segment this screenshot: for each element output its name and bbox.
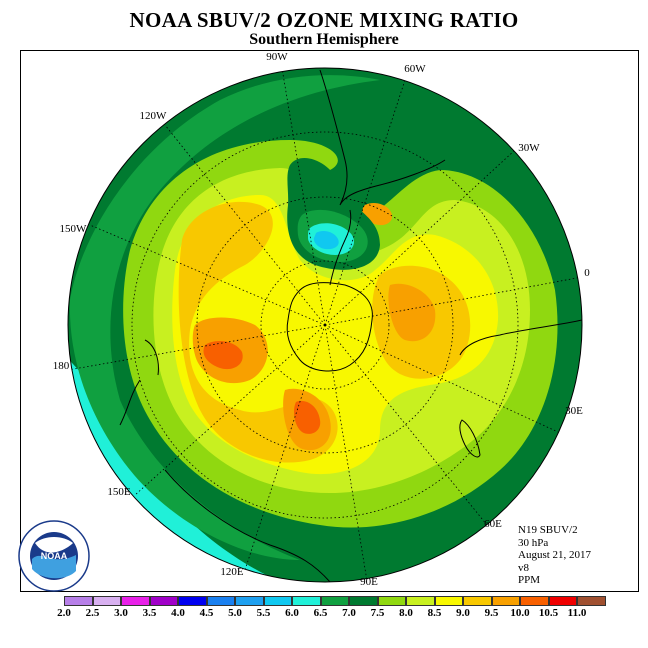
- label-120e: 120E: [220, 566, 244, 578]
- colorbar-tick-label: 9.5: [484, 607, 499, 619]
- colorbar-tick-label: 6.0: [285, 607, 299, 619]
- colorbar-swatch: [491, 596, 520, 606]
- colorbar-tick-label: 7.5: [370, 607, 385, 619]
- ozone-contours: [68, 68, 582, 582]
- colorbar-tick-label: 9.0: [456, 607, 470, 619]
- colorbar-swatch: [349, 596, 378, 606]
- contour-5-5-vortex: [313, 231, 339, 250]
- colorbar-swatch: [406, 596, 435, 606]
- label-150e: 150E: [107, 486, 131, 498]
- units-label: PPM: [518, 574, 541, 586]
- colorbar-swatch: [577, 596, 606, 606]
- map-boundary: [67, 67, 583, 583]
- label-120w: 120W: [139, 110, 167, 122]
- contour-10-0-b: [294, 400, 321, 434]
- latitude-gridlines: [131, 131, 519, 519]
- colorbar-swatch: [434, 596, 463, 606]
- contour-9-0-left: [178, 201, 338, 463]
- contour-9-5-right: [388, 283, 436, 342]
- label-90w: 90W: [266, 51, 288, 63]
- map-title: NOAA SBUV/2 OZONE MIXING RATIO: [129, 8, 519, 32]
- colorbar-swatch: [463, 596, 492, 606]
- colorbar-swatch: [121, 596, 150, 606]
- colorbar-tick-label: 10.0: [510, 607, 530, 619]
- colorbar-tick-label: 5.0: [228, 607, 242, 619]
- label-30w: 30W: [518, 142, 540, 154]
- contour-8-5: [172, 195, 499, 475]
- colorbar-swatch: [92, 596, 121, 606]
- colorbar-tick-label: 4.0: [171, 607, 185, 619]
- colorbar-tick-label: 8.0: [399, 607, 413, 619]
- colorbar-tick-label: 10.5: [538, 607, 559, 619]
- contour-6-5: [69, 75, 380, 561]
- dataset-info: N19 SBUV/2 30 hPa August 21, 2017 v8 PPM: [518, 524, 591, 587]
- label-90e: 90E: [360, 576, 378, 588]
- coastlines: [119, 69, 582, 582]
- colorbar-tick-label: 6.5: [313, 607, 328, 619]
- noaa-logo: NOAA: [18, 520, 90, 592]
- pressure-label: 30 hPa: [518, 536, 549, 549]
- satellite-label: N19 SBUV/2: [518, 524, 578, 536]
- logo-text: NOAA: [41, 551, 68, 561]
- colorbar-tick-label: 2.5: [85, 607, 100, 619]
- colorbar-tick-label: 4.5: [199, 607, 214, 619]
- map-frame: [20, 50, 639, 592]
- version-label: v8: [518, 561, 529, 574]
- colorbar-swatch: [263, 596, 292, 606]
- colorbar: [64, 596, 606, 606]
- colorbar-swatch: [320, 596, 349, 606]
- colorbar-tick-label: 7.0: [342, 607, 356, 619]
- meridian-gridlines: [68, 68, 582, 582]
- label-0: 0: [584, 267, 590, 279]
- label-60e: 60E: [484, 518, 502, 530]
- label-150w: 150W: [59, 223, 87, 235]
- colorbar-swatch: [520, 596, 549, 606]
- colorbar-swatch: [292, 596, 321, 606]
- colorbar-swatch: [235, 596, 264, 606]
- label-180: 180: [52, 360, 70, 372]
- colorbar-swatch: [149, 596, 178, 606]
- map-subtitle: Southern Hemisphere: [249, 31, 399, 48]
- colorbar-swatch: [548, 596, 577, 606]
- label-60w: 60W: [404, 63, 426, 75]
- colorbar-swatch: [206, 596, 235, 606]
- label-30e: 30E: [565, 405, 583, 417]
- colorbar-tick-label: 8.5: [427, 607, 442, 619]
- colorbar-swatch: [377, 596, 406, 606]
- date-label: August 21, 2017: [518, 549, 592, 561]
- colorbar-tick-label: 2.0: [57, 607, 71, 619]
- contour-10-0-a: [203, 340, 243, 370]
- colorbar-tick-label: 5.5: [256, 607, 271, 619]
- colorbar-swatch: [178, 596, 207, 606]
- colorbar-tick-label: 11.0: [567, 607, 587, 619]
- colorbar-swatch: [64, 596, 93, 606]
- colorbar-tick-label: 3.0: [114, 607, 128, 619]
- colorbar-tick-label: 3.5: [142, 607, 157, 619]
